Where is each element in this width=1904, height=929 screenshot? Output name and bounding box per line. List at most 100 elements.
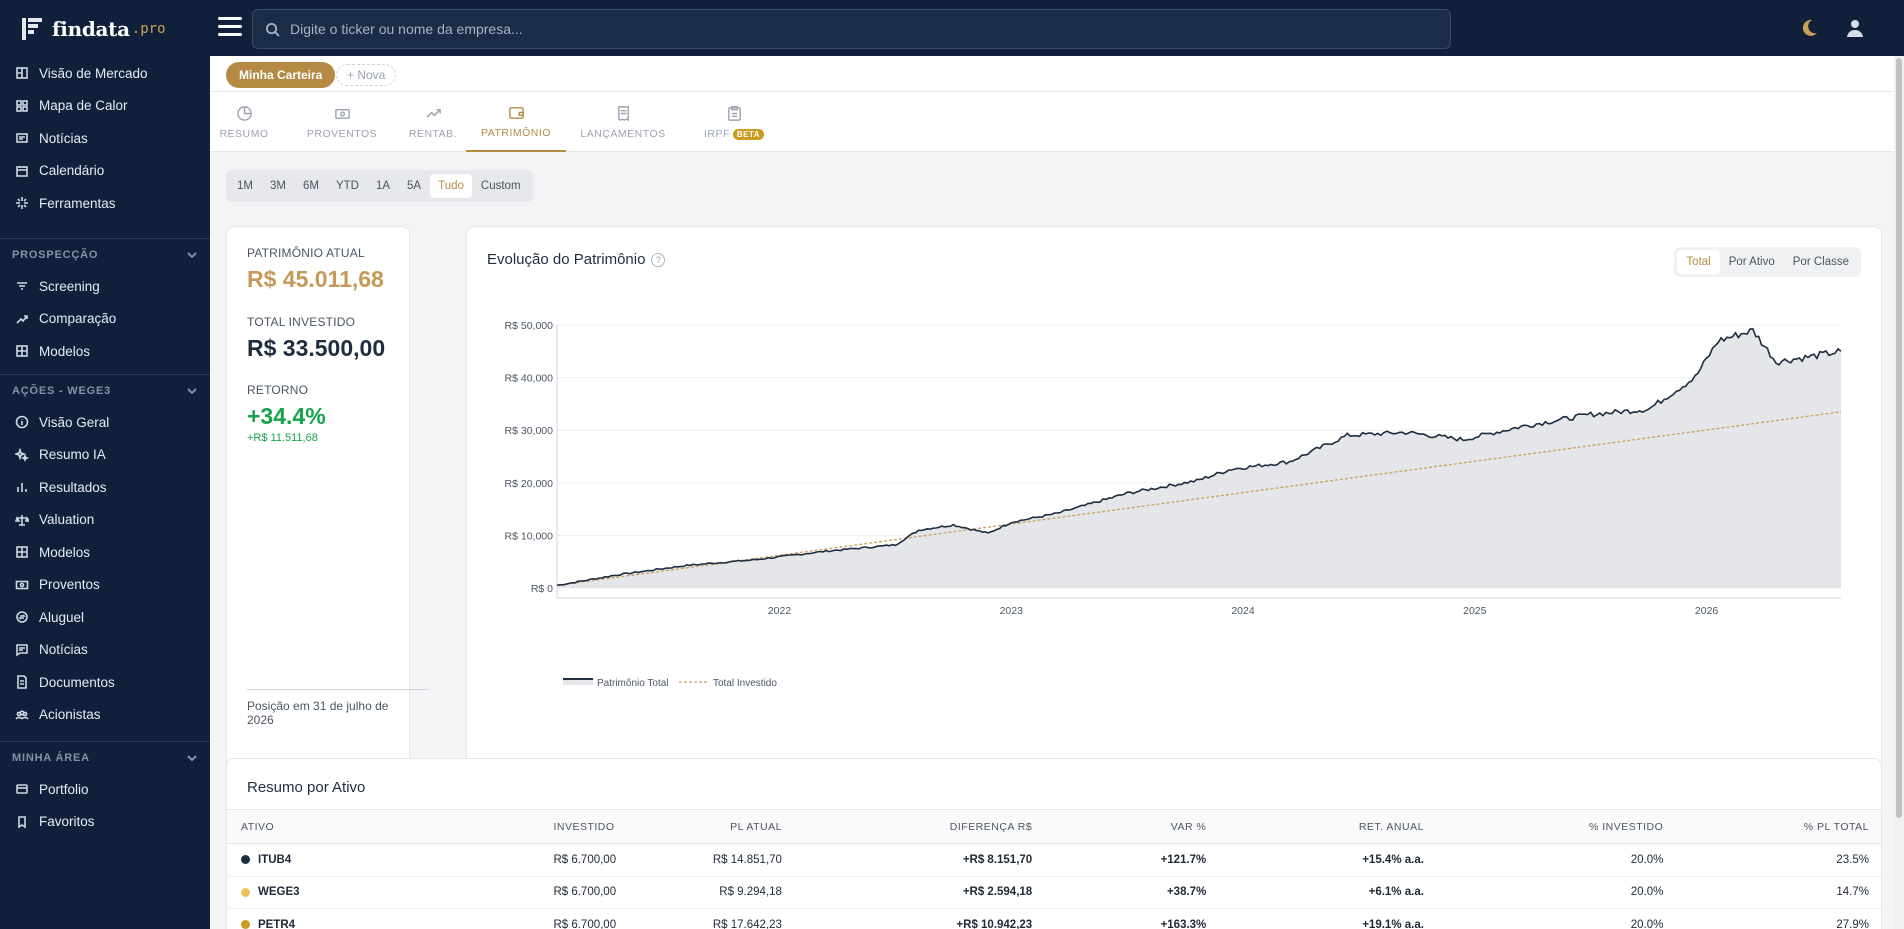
moon-icon[interactable] [1798, 17, 1820, 39]
y-tick-label: R$ 40,000 [505, 373, 554, 385]
x-tick-label: 2023 [1000, 605, 1024, 617]
message-icon [15, 643, 29, 657]
portfolio-pill-active[interactable]: Minha Carteira [226, 62, 336, 88]
new-portfolio-button[interactable]: + Nova [336, 64, 397, 86]
section-prospeccao[interactable]: PROSPECÇÃO [0, 238, 210, 270]
investido-value: R$ 33.500,00 [247, 335, 386, 361]
portfolio-tabs: RESUMO PROVENTOS RENTAB. PATRIMÔNIO LANÇ… [210, 92, 1894, 152]
sidebar-item-modelos[interactable]: Modelos [0, 536, 210, 569]
column-header[interactable]: INVESTIDO [553, 809, 685, 844]
compare-icon [15, 312, 29, 326]
table-cell: +R$ 2.594,18 [781, 876, 1033, 909]
view-por-ativo[interactable]: Por Ativo [1728, 256, 1775, 268]
sidebar-item-ferramentas[interactable]: Ferramentas [0, 187, 210, 220]
patrimonio-block: PATRIMÔNIO ATUAL R$ 45.011,68 [247, 246, 384, 293]
tab-resumo[interactable]: RESUMO [214, 92, 274, 152]
table-cell: WEGE3 [227, 876, 554, 909]
column-header[interactable]: % PL TOTAL [1663, 809, 1881, 844]
sidebar-item-comparacao[interactable]: Comparação [0, 303, 210, 336]
sidebar-item-visao-geral[interactable]: Visão Geral [0, 406, 210, 439]
tab-lancamentos[interactable]: LANÇAMENTOS [578, 92, 668, 152]
table-row[interactable]: WEGE3 R$ 6.700,00 R$ 9.294,18 +R$ 2.594,18 +… [227, 876, 1881, 909]
sidebar-item-calendario[interactable]: Calendário [0, 155, 210, 188]
x-tick-label: 2025 [1463, 605, 1487, 617]
sidebar-item-visao-de-mercado[interactable]: Visão de Mercado [0, 57, 210, 90]
retorno-value: +34.4% [247, 403, 326, 429]
chart-title: Evolução do Patrimônio [487, 251, 646, 268]
table-cell: +38.7% [1032, 876, 1207, 909]
table-cell: +6.1% a.a. [1206, 876, 1424, 909]
sidebar-item-resumo-ia[interactable]: Resumo IA [0, 439, 210, 472]
grid-icon [15, 545, 29, 559]
section-minha-area[interactable]: MINHA ÁREA [0, 741, 210, 773]
logo-icon [22, 18, 44, 40]
sidebar-item-resultados[interactable]: Resultados [0, 471, 210, 504]
column-header[interactable]: PL ATUAL [684, 809, 782, 844]
column-header[interactable]: ATIVO [227, 809, 554, 844]
table-row[interactable]: PETR4 R$ 6.700,00 R$ 17.642,23 +R$ 10.942,2… [227, 908, 1881, 929]
news-icon [15, 131, 29, 145]
sidebar-item-screening[interactable]: Screening [0, 270, 210, 303]
period-ytd[interactable]: YTD [335, 180, 359, 192]
search-input[interactable] [290, 21, 1390, 37]
sidebar-item-label: Modelos [39, 544, 91, 560]
sidebar-item-favoritos[interactable]: Favoritos [0, 806, 210, 839]
sidebar-item-noticias[interactable]: Notícias [0, 122, 210, 155]
period-1m[interactable]: 1M [237, 180, 253, 192]
hamburger-menu-icon[interactable] [218, 17, 242, 37]
patrimonio-chart: R$ 0 R$ 10,000 R$ 20,000 R$ 30,000 R$ 40,000… [505, 320, 1842, 689]
help-icon[interactable]: ? [651, 252, 666, 267]
page-scrollbar[interactable] [1894, 56, 1904, 929]
sidebar-item-mapa-de-calor[interactable]: Mapa de Calor [0, 90, 210, 123]
sidebar-item-label: Portfolio [39, 781, 89, 797]
search-box[interactable] [252, 9, 1451, 49]
tab-label: RESUMO [219, 127, 269, 140]
user-icon[interactable] [1844, 17, 1866, 39]
period-tudo[interactable]: Tudo [430, 174, 472, 198]
sidebar-item-noticias[interactable]: Notícias [0, 634, 210, 667]
tab-patrimonio[interactable]: PATRIMÔNIO [466, 92, 566, 152]
column-header[interactable]: % INVESTIDO [1423, 809, 1664, 844]
table-row[interactable]: ITUB4 R$ 6.700,00 R$ 14.851,70 +R$ 8.151,70… [227, 843, 1881, 877]
patrimonio-label: PATRIMÔNIO ATUAL [247, 246, 365, 260]
period-3m[interactable]: 3M [269, 180, 286, 192]
sidebar-item-documentos[interactable]: Documentos [0, 666, 210, 699]
chevron-down-icon [187, 251, 197, 258]
sidebar-item-label: Ferramentas [39, 195, 116, 211]
y-tick-label: R$ 50,000 [505, 320, 554, 332]
period-5a[interactable]: 5A [407, 180, 422, 192]
logo-text: findata [52, 17, 130, 41]
period-6m[interactable]: 6M [302, 180, 319, 192]
column-header[interactable]: VAR % [1032, 809, 1207, 844]
view-por-classe[interactable]: Por Classe [1792, 256, 1849, 268]
acoes-nav: AÇÕES - WEGE3 Visão Geral Resumo IA Result… [0, 364, 210, 731]
sidebar-item-acionistas[interactable]: Acionistas [0, 699, 210, 732]
sidebar-item-proventos[interactable]: Proventos [0, 569, 210, 602]
sidebar-item-label: Valuation [39, 512, 95, 528]
asset-color-dot [241, 855, 250, 865]
asset-table: ATIVO INVESTIDO PL ATUAL DIFERENÇA R$ VAR % R… [227, 809, 1881, 929]
sidebar-item-portfolio[interactable]: Portfolio [0, 773, 210, 806]
section-acoes[interactable]: AÇÕES - WEGE3 [0, 374, 210, 406]
sidebar-item-label: Aluguel [39, 609, 85, 625]
column-header[interactable]: RET. ANUAL [1206, 809, 1424, 844]
logo[interactable]: findata .pro [22, 14, 166, 44]
sidebar: findata .pro Visão de Mercado Mapa de Calo… [0, 0, 210, 929]
legend-label-patrimonio: Patrimônio Total [597, 678, 669, 689]
tab-rentab[interactable]: RENTAB. [400, 92, 466, 152]
asset-summary-card: Resumo por Ativo ATIVO INVESTIDO PL ATUAL D… [226, 758, 1882, 929]
tab-irpf[interactable]: IRPF BETA [694, 92, 774, 152]
period-1a[interactable]: 1A [375, 180, 391, 192]
sidebar-item-valuation[interactable]: Valuation [0, 504, 210, 537]
sidebar-item-label: Visão de Mercado [39, 65, 148, 81]
period-custom[interactable]: Custom [480, 180, 521, 192]
divider [247, 689, 429, 690]
table-cell: ITUB4 [227, 843, 554, 877]
view-total[interactable]: Total [1677, 250, 1720, 274]
table-cell: R$ 6.700,00 [553, 876, 685, 909]
table-cell: +15.4% a.a. [1206, 843, 1424, 877]
column-header[interactable]: DIFERENÇA R$ [781, 809, 1033, 844]
sidebar-item-modelos[interactable]: Modelos [0, 335, 210, 368]
tab-proventos[interactable]: PROVENTOS [302, 92, 382, 152]
sidebar-item-aluguel[interactable]: Aluguel [0, 601, 210, 634]
